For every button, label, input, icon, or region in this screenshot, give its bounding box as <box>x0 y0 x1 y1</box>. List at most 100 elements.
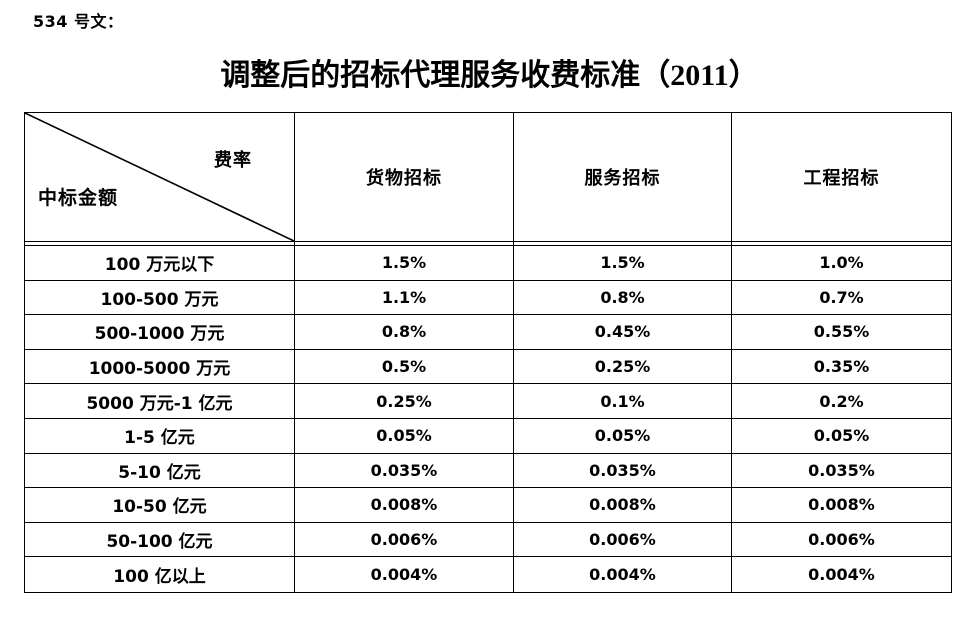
row-label: 1-5 亿元 <box>124 428 195 449</box>
corner-header-cell: 费率 中标金额 <box>25 113 295 242</box>
row-label: 5-10 亿元 <box>118 462 201 483</box>
table-row: 5-10 亿元 0.035% 0.035% 0.035% <box>25 453 951 489</box>
fee-value: 0.8% <box>381 322 427 342</box>
fee-value-cell: 0.35% <box>732 350 951 385</box>
row-label-cell: 100-500 万元 <box>25 280 295 316</box>
fee-value-cell: 1.5% <box>295 246 514 281</box>
fee-value-cell: 0.25% <box>295 384 514 419</box>
fee-value: 0.25% <box>376 391 432 411</box>
fee-value-cell: 0.008% <box>732 488 951 523</box>
table-row: 1000-5000 万元 0.5% 0.25% 0.35% <box>25 349 951 385</box>
fee-value: 0.035% <box>370 460 438 480</box>
row-label: 500-1000 万元 <box>94 324 225 345</box>
doc-number: 534 号文： <box>33 12 124 31</box>
table-row: 1-5 亿元 0.05% 0.05% 0.05% <box>25 418 951 454</box>
row-label: 100 亿以上 <box>113 567 206 588</box>
table-row: 500-1000 万元 0.8% 0.45% 0.55% <box>25 315 951 350</box>
row-label: 100-500 万元 <box>100 289 219 310</box>
fee-value: 0.008% <box>808 495 875 515</box>
fee-table: 费率 中标金额 货物招标 服务招标 工程招标 100 万元以下 1.5% 1.5% 1… <box>24 112 952 593</box>
fee-value: 0.004% <box>589 565 656 585</box>
fee-value-cell: 0.004% <box>514 557 732 592</box>
fee-value: 0.45% <box>594 322 651 342</box>
fee-value: 0.004% <box>370 565 438 585</box>
fee-value: 0.1% <box>600 391 645 411</box>
column-header-goods: 货物招标 <box>295 113 514 242</box>
fee-value-cell: 0.004% <box>295 557 514 592</box>
fee-value-cell: 1.5% <box>514 246 732 281</box>
fee-value-cell: 0.035% <box>732 454 951 489</box>
table-row: 5000 万元-1 亿元 0.25% 0.1% 0.2% <box>25 384 951 419</box>
fee-value: 0.7% <box>819 287 864 307</box>
fee-value: 1.5% <box>381 253 427 273</box>
fee-value-cell: 0.1% <box>514 384 732 419</box>
row-label-cell: 1000-5000 万元 <box>25 349 295 385</box>
fee-value-cell: 1.1% <box>295 280 514 316</box>
fee-value: 1.0% <box>819 253 864 273</box>
fee-value-cell: 0.035% <box>295 453 514 489</box>
fee-value-cell: 0.7% <box>732 281 951 316</box>
fee-value-cell: 0.006% <box>514 522 732 558</box>
fee-value-cell: 0.25% <box>514 349 732 385</box>
fee-value: 0.05% <box>594 426 651 446</box>
row-label-cell: 100 亿以上 <box>25 557 295 592</box>
fee-value: 0.004% <box>808 565 875 585</box>
fee-value-cell: 0.008% <box>295 488 514 523</box>
fee-value: 0.5% <box>381 357 427 377</box>
table-row: 100 万元以下 1.5% 1.5% 1.0% <box>25 246 951 281</box>
column-header-services: 服务招标 <box>514 113 732 242</box>
fee-value-cell: 0.8% <box>295 315 514 350</box>
fee-value-cell: 0.006% <box>295 522 514 558</box>
fee-value: 0.008% <box>370 495 438 515</box>
fee-value-cell: 0.55% <box>732 315 951 350</box>
corner-label-rate: 费率 <box>214 150 252 170</box>
fee-value: 0.8% <box>600 287 645 307</box>
fee-value-cell: 0.05% <box>732 419 951 454</box>
column-header-engineering: 工程招标 <box>732 113 951 242</box>
fee-value-cell: 0.2% <box>732 384 951 419</box>
table-body: 100 万元以下 1.5% 1.5% 1.0% 100-500 万元 1.1% 0.8% 0.… <box>25 246 951 592</box>
header-body-divider <box>25 242 951 246</box>
row-label-cell: 50-100 亿元 <box>25 522 295 558</box>
fee-value-cell: 0.006% <box>732 523 951 558</box>
fee-value: 0.008% <box>589 495 656 515</box>
fee-value: 0.2% <box>819 391 864 411</box>
row-label-cell: 100 万元以下 <box>25 246 295 281</box>
fee-value: 0.55% <box>813 322 870 342</box>
fee-value-cell: 0.8% <box>514 280 732 316</box>
fee-value: 0.006% <box>808 530 875 550</box>
fee-value: 0.035% <box>589 460 656 480</box>
row-label-cell: 500-1000 万元 <box>25 315 295 350</box>
row-label: 100 万元以下 <box>104 255 215 276</box>
row-label-cell: 5-10 亿元 <box>25 453 295 489</box>
fee-value-cell: 0.05% <box>295 418 514 454</box>
row-label: 1000-5000 万元 <box>88 359 231 380</box>
fee-value-cell: 0.5% <box>295 349 514 385</box>
table-row: 100-500 万元 1.1% 0.8% 0.7% <box>25 280 951 316</box>
fee-value: 1.5% <box>600 253 645 273</box>
page-title: 调整后的招标代理服务收费标准（2011） <box>220 59 759 92</box>
row-label: 10-50 亿元 <box>112 497 207 518</box>
fee-value-cell: 0.008% <box>514 488 732 523</box>
diagonal-divider-line <box>25 113 294 241</box>
fee-value: 0.35% <box>813 357 870 377</box>
fee-value: 0.05% <box>376 426 432 446</box>
table-row: 100 亿以上 0.004% 0.004% 0.004% <box>25 557 951 592</box>
table-row: 50-100 亿元 0.006% 0.006% 0.006% <box>25 522 951 558</box>
fee-value: 0.05% <box>813 426 870 446</box>
fee-value: 1.1% <box>381 287 427 307</box>
fee-value: 0.035% <box>808 460 875 480</box>
table-header-row: 费率 中标金额 货物招标 服务招标 工程招标 <box>25 113 951 242</box>
fee-value-cell: 0.05% <box>514 418 732 454</box>
fee-value-cell: 0.035% <box>514 453 732 489</box>
fee-value: 0.006% <box>370 530 438 550</box>
fee-value-cell: 0.004% <box>732 557 951 592</box>
row-label-cell: 10-50 亿元 <box>25 488 295 523</box>
corner-label-amount: 中标金额 <box>38 188 119 209</box>
fee-value: 0.25% <box>594 357 651 377</box>
row-label: 50-100 亿元 <box>106 532 213 553</box>
row-label-cell: 1-5 亿元 <box>25 418 295 454</box>
row-label: 5000 万元-1 亿元 <box>86 393 233 414</box>
table-row: 10-50 亿元 0.008% 0.008% 0.008% <box>25 488 951 523</box>
